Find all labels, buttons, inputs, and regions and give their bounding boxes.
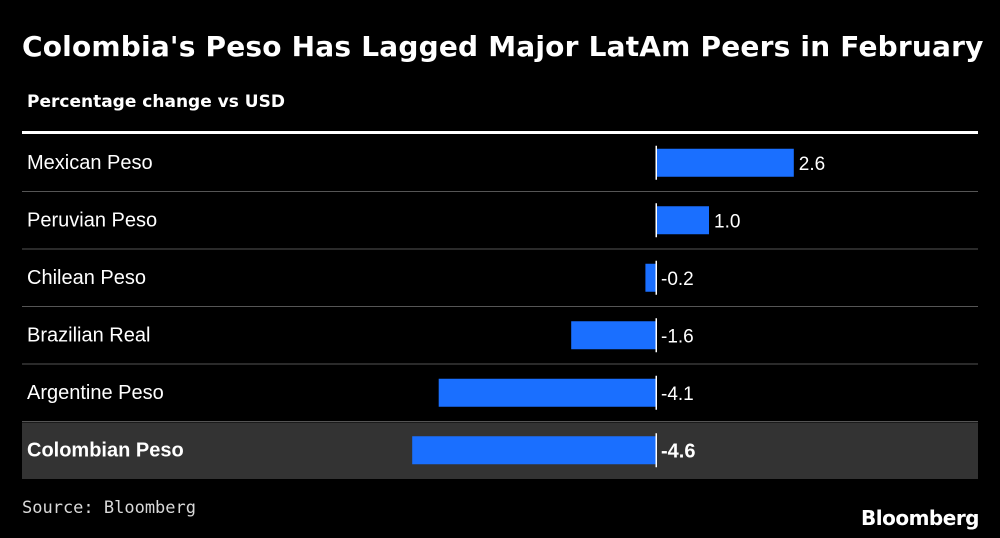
zero-axis-tick	[655, 145, 657, 180]
zero-axis-tick	[655, 318, 657, 353]
chart-subtitle: Percentage change vs USD	[27, 92, 285, 112]
chart-title: Colombia's Peso Has Lagged Major LatAm P…	[22, 30, 984, 63]
category-label-mexican-peso: Mexican Peso	[27, 152, 153, 174]
zero-axis-tick	[655, 203, 657, 238]
bar-colombian-peso	[412, 436, 656, 465]
bar-peruvian-peso	[656, 206, 709, 235]
bar-brazilian-real	[571, 321, 656, 350]
value-label-mexican-peso: 2.6	[799, 154, 825, 175]
row-divider	[22, 363, 978, 365]
category-label-argentine-peso: Argentine Peso	[27, 382, 164, 404]
source-note: Source: Bloomberg	[22, 498, 196, 518]
bloomberg-logo: Bloomberg	[861, 506, 979, 530]
row-divider	[22, 248, 978, 250]
zero-axis-tick	[655, 375, 657, 410]
category-label-chilean-peso: Chilean Peso	[27, 267, 146, 289]
value-label-peruvian-peso: 1.0	[714, 211, 740, 232]
category-label-brazilian-real: Brazilian Real	[27, 324, 150, 346]
zero-axis-tick	[655, 260, 657, 295]
row-divider	[22, 421, 978, 422]
header-rule	[22, 131, 978, 134]
row-divider	[22, 306, 978, 307]
value-label-brazilian-real: -1.6	[661, 326, 694, 347]
row-divider	[22, 191, 978, 192]
value-label-colombian-peso: -4.6	[661, 440, 695, 462]
bar-mexican-peso	[656, 148, 794, 177]
value-label-argentine-peso: -4.1	[661, 384, 694, 405]
value-label-chilean-peso: -0.2	[661, 269, 694, 290]
bar-argentine-peso	[438, 378, 656, 407]
zero-axis-tick	[655, 433, 657, 468]
category-label-peruvian-peso: Peruvian Peso	[27, 209, 157, 231]
bar-chilean-peso	[645, 263, 656, 292]
category-label-colombian-peso: Colombian Peso	[27, 439, 184, 461]
